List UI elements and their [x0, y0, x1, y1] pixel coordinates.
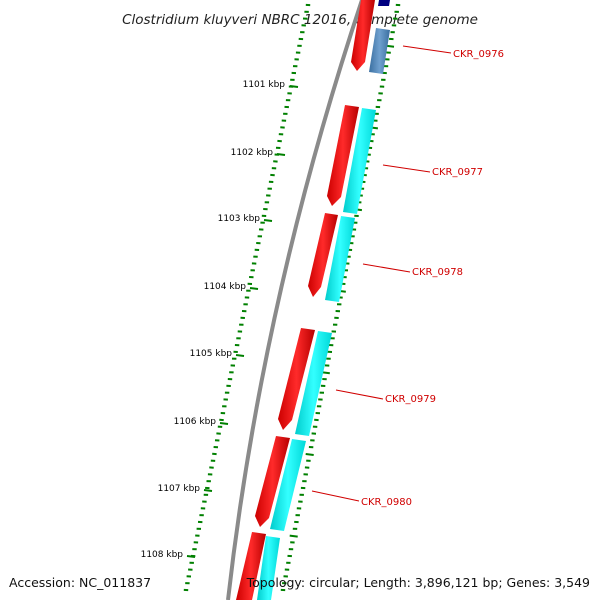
gene-label-ckr-0977[interactable]: CKR_0977: [432, 167, 483, 178]
cds-ckr-0976-cap: [378, 0, 390, 6]
leader-ckr-0976: [402, 45, 452, 54]
gene-label-ckr-0980[interactable]: CKR_0980: [361, 497, 412, 508]
tick-label-1102: 1102 kbp: [231, 148, 274, 158]
tick-label-1106: 1106 kbp: [174, 417, 217, 427]
cds-ckr-0978-track[interactable]: [325, 216, 355, 302]
gene-label-ckr-0976[interactable]: CKR_0976: [453, 49, 504, 60]
tick-label-1105: 1105 kbp: [190, 349, 233, 359]
leader-ckr-0979: [335, 389, 384, 400]
cds-ckr-0981-forward[interactable]: [236, 532, 266, 600]
tick-label-1104: 1104 kbp: [204, 282, 247, 292]
forward-cds-track: [236, 0, 375, 600]
major-tick-1107: [203, 489, 213, 492]
map-title: Clostridium kluyveri NBRC 12016, complet…: [122, 12, 478, 28]
tick-label-1107: 1107 kbp: [158, 484, 201, 494]
cds-ckr-0976-track[interactable]: [369, 28, 390, 74]
tick-label-1103: 1103 kbp: [218, 214, 261, 224]
gene-labels: CKR_0976 CKR_0977 CKR_0978 CKR_0979 CKR_…: [361, 49, 504, 508]
cds-ckr-0979-track[interactable]: [295, 331, 332, 436]
cds-ckr-0979-forward[interactable]: [278, 328, 315, 430]
leader-ckr-0977: [382, 164, 431, 173]
backbone-arc: [226, 0, 364, 600]
cds-ckr-0978-forward[interactable]: [308, 213, 338, 297]
major-tick-1104: [249, 287, 259, 290]
tick-labels: 1101 kbp 1102 kbp 1103 kbp 1104 kbp 1105…: [141, 80, 286, 560]
cds-ckr-0980-track[interactable]: [270, 439, 306, 531]
highlight-cds-track: [257, 0, 390, 600]
major-tick-1103: [263, 219, 273, 222]
cds-ckr-0981-track[interactable]: [257, 536, 280, 600]
tick-label-1101: 1101 kbp: [243, 80, 286, 90]
gene-label-ckr-0978[interactable]: CKR_0978: [412, 267, 463, 278]
outer-scale-major-tick: [289, 534, 298, 538]
leader-ckr-0978: [362, 263, 411, 273]
tick-label-1108: 1108 kbp: [141, 550, 184, 560]
gene-leader-lines: [311, 45, 452, 502]
gene-label-ckr-0979[interactable]: CKR_0979: [385, 394, 436, 405]
cds-ckr-0976-forward[interactable]: [351, 0, 375, 71]
accession-text: Accession: NC_011837: [9, 575, 151, 590]
major-tick-1105: [235, 354, 245, 357]
leader-ckr-0980: [311, 490, 360, 502]
cds-ckr-0977-forward[interactable]: [327, 105, 359, 206]
major-tick-1106: [219, 422, 229, 425]
outer-scale-major-tick: [305, 453, 314, 456]
cds-ckr-0980-forward[interactable]: [255, 436, 290, 527]
cds-ckr-0977-track[interactable]: [343, 108, 376, 214]
major-ticks: [186, 85, 299, 558]
major-tick-1102: [276, 153, 286, 156]
major-tick-1101: [289, 85, 299, 88]
genome-info-text: Topology: circular; Length: 3,896,121 bp…: [246, 575, 590, 590]
major-tick-1108: [186, 555, 196, 558]
